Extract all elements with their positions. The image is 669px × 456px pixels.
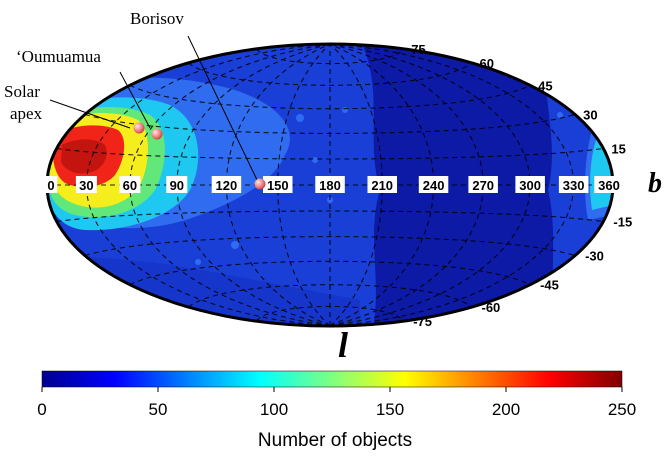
longitude-tick-label: 360: [598, 178, 620, 193]
meridian-line: [329, 44, 484, 326]
y-axis-label: b: [648, 168, 662, 199]
longitude-tick-label: 0: [47, 178, 54, 193]
colorbar-tick-label: 100: [260, 400, 288, 419]
latitude-tick-label: 75: [411, 42, 425, 57]
longitude-labels: 0 30 60 90 120 150 180 210 240 270 300 330 360: [44, 176, 624, 193]
latitude-tick-label: 45: [538, 78, 552, 93]
colorbar-tick-label: 0: [37, 400, 46, 419]
longitude-label-box: [119, 176, 141, 193]
longitude-label-box: [515, 176, 545, 193]
parallel-line: [188, 62, 472, 86]
longitude-tick-label: 90: [170, 178, 184, 193]
latitude-tick-label: 15: [611, 142, 625, 157]
latitude-labels: 75 60 45 30 15 -15 -30 -45 -60 -75: [411, 42, 632, 329]
parallel-line: [84, 236, 576, 257]
parallel-line: [56, 210, 604, 223]
colorbar-tick-label: 50: [149, 400, 168, 419]
borisov-marker: [254, 178, 266, 190]
longitude-label-box: [166, 176, 188, 193]
parallel-line: [84, 113, 576, 134]
oumuamua-label: ‘Oumuamua: [16, 47, 101, 66]
longitude-label-box: [367, 176, 397, 193]
longitude-label-box: [558, 176, 589, 193]
longitude-tick-label: 120: [216, 178, 238, 193]
longitude-tick-label: 270: [472, 178, 494, 193]
longitude-label-box: [44, 176, 58, 193]
latitude-tick-label: -75: [413, 314, 432, 329]
longitude-tick-label: 330: [563, 178, 585, 193]
longitude-tick-label: 300: [519, 178, 541, 193]
longitude-tick-label: 30: [79, 178, 93, 193]
parallel-line: [129, 260, 531, 286]
colorbar: 0 50 100 150 200 250 Number of objects: [37, 370, 636, 451]
longitude-label-box: [468, 176, 498, 193]
parallel-line: [56, 147, 604, 160]
parallel-line: [129, 84, 531, 110]
longitude-tick-label: 210: [371, 178, 393, 193]
colorbar-gradient: [41, 370, 623, 388]
parallel-line: [256, 305, 404, 322]
longitude-tick-label: 180: [319, 178, 341, 193]
solar-apex-marker: [133, 122, 145, 134]
latitude-tick-label: 30: [583, 108, 597, 123]
longitude-label-box: [75, 176, 97, 193]
longitude-label-box: [594, 176, 624, 193]
meridian-line: [329, 44, 435, 326]
borisov-leader: [187, 35, 259, 183]
solar-apex-label-line1: Solar: [4, 82, 40, 101]
x-axis-label: l: [338, 325, 348, 365]
longitude-label-box: [263, 176, 293, 193]
parallel-line: [188, 284, 472, 308]
longitude-label-box: [315, 176, 345, 193]
solar-apex-label-line2: apex: [10, 104, 43, 123]
longitude-label-box: [418, 176, 449, 193]
longitude-tick-label: 60: [123, 178, 137, 193]
peak-region: [61, 139, 107, 174]
latitude-tick-label: -45: [540, 278, 559, 293]
parallel-line: [256, 48, 404, 65]
longitude-label-box: [211, 176, 242, 193]
colorbar-ticks: 0 50 100 150 200 250: [37, 387, 636, 419]
latitude-tick-label: -60: [482, 300, 501, 315]
borisov-label: Borisov: [130, 9, 184, 28]
colorbar-tick-label: 150: [376, 400, 404, 419]
solar-apex-leader: [49, 99, 131, 129]
latitude-tick-label: 60: [480, 56, 494, 71]
annotations: Solar apex ‘Oumuamua Borisov: [4, 9, 266, 190]
colorbar-tick-label: 250: [608, 400, 636, 419]
latitude-tick-label: -15: [613, 215, 632, 230]
oumuamua-leader: [119, 71, 151, 129]
longitude-tick-label: 240: [423, 178, 445, 193]
colorbar-tick-label: 200: [492, 400, 520, 419]
latitude-tick-label: -30: [585, 249, 604, 264]
low-density-region: [360, 44, 560, 326]
colorbar-label: Number of objects: [258, 430, 412, 451]
oumuamua-marker: [151, 128, 163, 140]
longitude-tick-label: 150: [267, 178, 289, 193]
